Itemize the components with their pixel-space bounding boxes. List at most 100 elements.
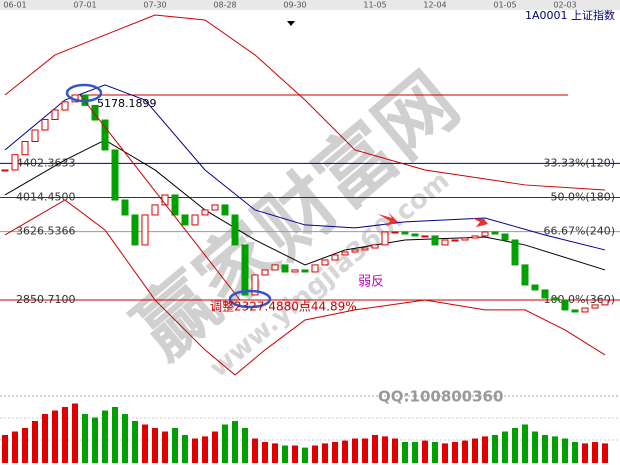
volume-bar xyxy=(532,431,538,463)
candle xyxy=(401,231,409,235)
x-tick-label: 02-03 xyxy=(553,1,576,10)
annotation: 弱反 xyxy=(358,275,384,290)
volume-bar xyxy=(352,438,358,463)
peak-circle xyxy=(65,83,103,103)
volume-bar xyxy=(332,442,338,463)
volume-bar xyxy=(62,407,68,463)
volume-bar xyxy=(572,442,578,463)
candle xyxy=(361,247,369,251)
candle xyxy=(341,251,349,256)
trend-line xyxy=(79,94,241,301)
volume-bar xyxy=(112,407,118,463)
volume-bar xyxy=(362,438,368,463)
level-ratio: 50.0%(180) xyxy=(550,190,615,203)
candle xyxy=(491,231,499,235)
candle xyxy=(261,269,269,276)
volume-bar xyxy=(242,428,248,463)
candle xyxy=(581,307,589,313)
volume-bar xyxy=(402,442,408,463)
candle xyxy=(91,104,99,121)
candle xyxy=(571,309,579,313)
candle xyxy=(151,204,159,216)
symbol: 1A0001 上证指数 xyxy=(525,8,615,22)
volume-bar xyxy=(122,414,128,463)
volume-bar xyxy=(162,431,168,463)
volume-bar xyxy=(12,431,18,463)
volume-bar xyxy=(452,442,458,463)
volume-bar xyxy=(82,414,88,463)
candle xyxy=(351,249,359,253)
candle xyxy=(471,235,479,239)
candle xyxy=(11,154,19,171)
volume-bar xyxy=(32,421,38,463)
candle xyxy=(511,239,519,266)
candle xyxy=(271,264,279,271)
annotation: 调整2327.4880点44.89% xyxy=(210,299,357,314)
candle xyxy=(521,264,529,286)
volume-bar xyxy=(382,436,388,463)
trough-circle xyxy=(228,289,272,309)
candle xyxy=(541,289,549,299)
volume-bar xyxy=(562,438,568,463)
level-price: 4014.4500 xyxy=(16,190,76,203)
band-line xyxy=(4,139,606,271)
x-tick-label: 08-28 xyxy=(213,1,236,10)
watermark: 赢家财富网 www.yingjia360.com xyxy=(119,57,476,384)
candle xyxy=(451,239,459,242)
volume-bar xyxy=(442,443,448,463)
volume-bar xyxy=(522,424,528,463)
volume-bar xyxy=(422,440,428,463)
candle xyxy=(281,264,289,273)
candle xyxy=(181,214,189,226)
volume-bar xyxy=(132,421,138,463)
candle xyxy=(51,109,59,120)
x-tick-label: 11-05 xyxy=(363,1,386,10)
volume-bar xyxy=(152,428,158,463)
x-tick-label: 07-01 xyxy=(73,1,96,10)
volume-bar xyxy=(72,403,78,463)
candle xyxy=(601,299,609,306)
x-tick-label: 07-30 xyxy=(143,1,166,10)
level-price: 4402.3633 xyxy=(16,156,76,169)
volume-bar xyxy=(232,421,238,463)
candle xyxy=(481,231,489,237)
candle xyxy=(321,259,329,266)
candle xyxy=(421,235,429,238)
candle xyxy=(301,269,309,273)
volume-bar xyxy=(592,442,598,463)
candle xyxy=(141,214,149,246)
candle xyxy=(191,214,199,226)
volume-bar xyxy=(222,424,228,463)
volume-bar xyxy=(92,417,98,463)
candle xyxy=(431,235,439,246)
volume-bar xyxy=(412,442,418,463)
volume-bar xyxy=(22,428,28,463)
level-ratio: 100.0%(360) xyxy=(543,293,615,306)
volume-bar xyxy=(102,410,108,463)
volume-bar xyxy=(392,438,398,463)
volume-bar xyxy=(302,447,308,463)
candle xyxy=(1,169,9,172)
candle xyxy=(131,214,139,246)
candle xyxy=(551,297,559,301)
volume-bar xyxy=(192,438,198,463)
x-tick-label: 09-30 xyxy=(283,1,306,10)
qq-text: QQ:100800360 xyxy=(378,388,503,406)
volume-bar xyxy=(432,442,438,463)
candle xyxy=(561,299,569,311)
band-line xyxy=(4,14,606,191)
x-tick-label: 12-04 xyxy=(423,1,446,10)
volume-bar xyxy=(172,428,178,463)
candle xyxy=(381,231,389,246)
volume-bar xyxy=(462,440,468,463)
volume-bar xyxy=(292,445,298,463)
candle xyxy=(31,129,39,143)
candle xyxy=(241,244,249,296)
volume-bar xyxy=(552,436,558,463)
candle xyxy=(41,118,49,131)
candle xyxy=(211,204,219,211)
candle xyxy=(531,284,539,291)
candle xyxy=(221,204,229,216)
